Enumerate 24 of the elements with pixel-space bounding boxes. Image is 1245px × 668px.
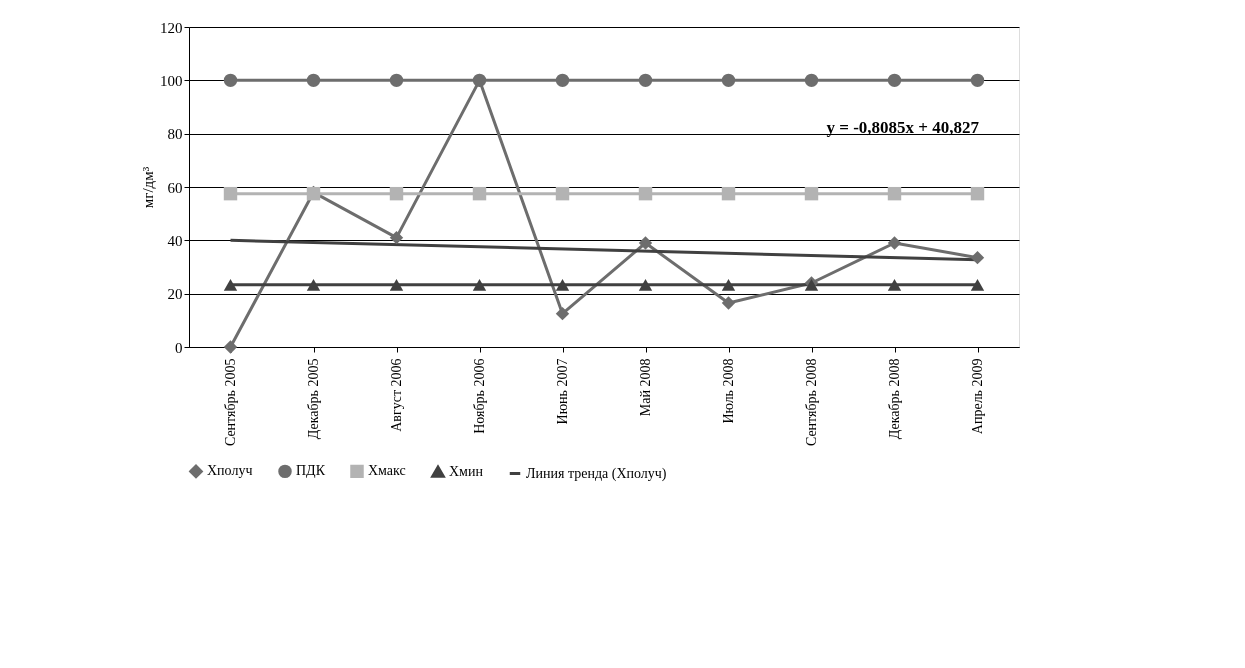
y-tick-label: 80 <box>167 126 183 143</box>
x-tick-label: Декабрь 2008 <box>887 358 902 440</box>
legend-label: Xмакс <box>368 463 406 479</box>
x-tick-label: Ноябрь 2006 <box>472 358 487 434</box>
x-tick-label: Июль 2008 <box>721 358 736 424</box>
legend-label: Xполуч <box>207 463 253 479</box>
y-tick-label: 120 <box>160 19 183 36</box>
legend-label: Xмин <box>449 463 484 479</box>
y-tick-label: 100 <box>160 72 183 89</box>
x-tick-label: Декабрь 2005 <box>306 358 321 440</box>
legend-label: ПДК <box>296 463 326 479</box>
legend-label: Линия тренда (Xполуч) <box>526 465 667 482</box>
y-tick-label: 40 <box>167 232 183 249</box>
y-tick-label: 60 <box>167 179 183 196</box>
x-tick-label: Сентябрь 2005 <box>223 358 238 447</box>
x-tick-label: Июнь 2007 <box>555 358 570 425</box>
x-tick-label: Сентябрь 2008 <box>804 358 819 447</box>
x-tick-label: Апрель 2009 <box>970 358 985 435</box>
y-tick-label: 0 <box>175 339 183 356</box>
y-tick-label: 20 <box>167 286 183 303</box>
x-tick-label: Август 2006 <box>389 358 404 432</box>
x-tick-label: Май 2008 <box>638 358 653 417</box>
annotation: y = -0,8085x + 40,827 <box>826 118 980 137</box>
y-axis-title: мг/дм³ <box>140 166 156 209</box>
